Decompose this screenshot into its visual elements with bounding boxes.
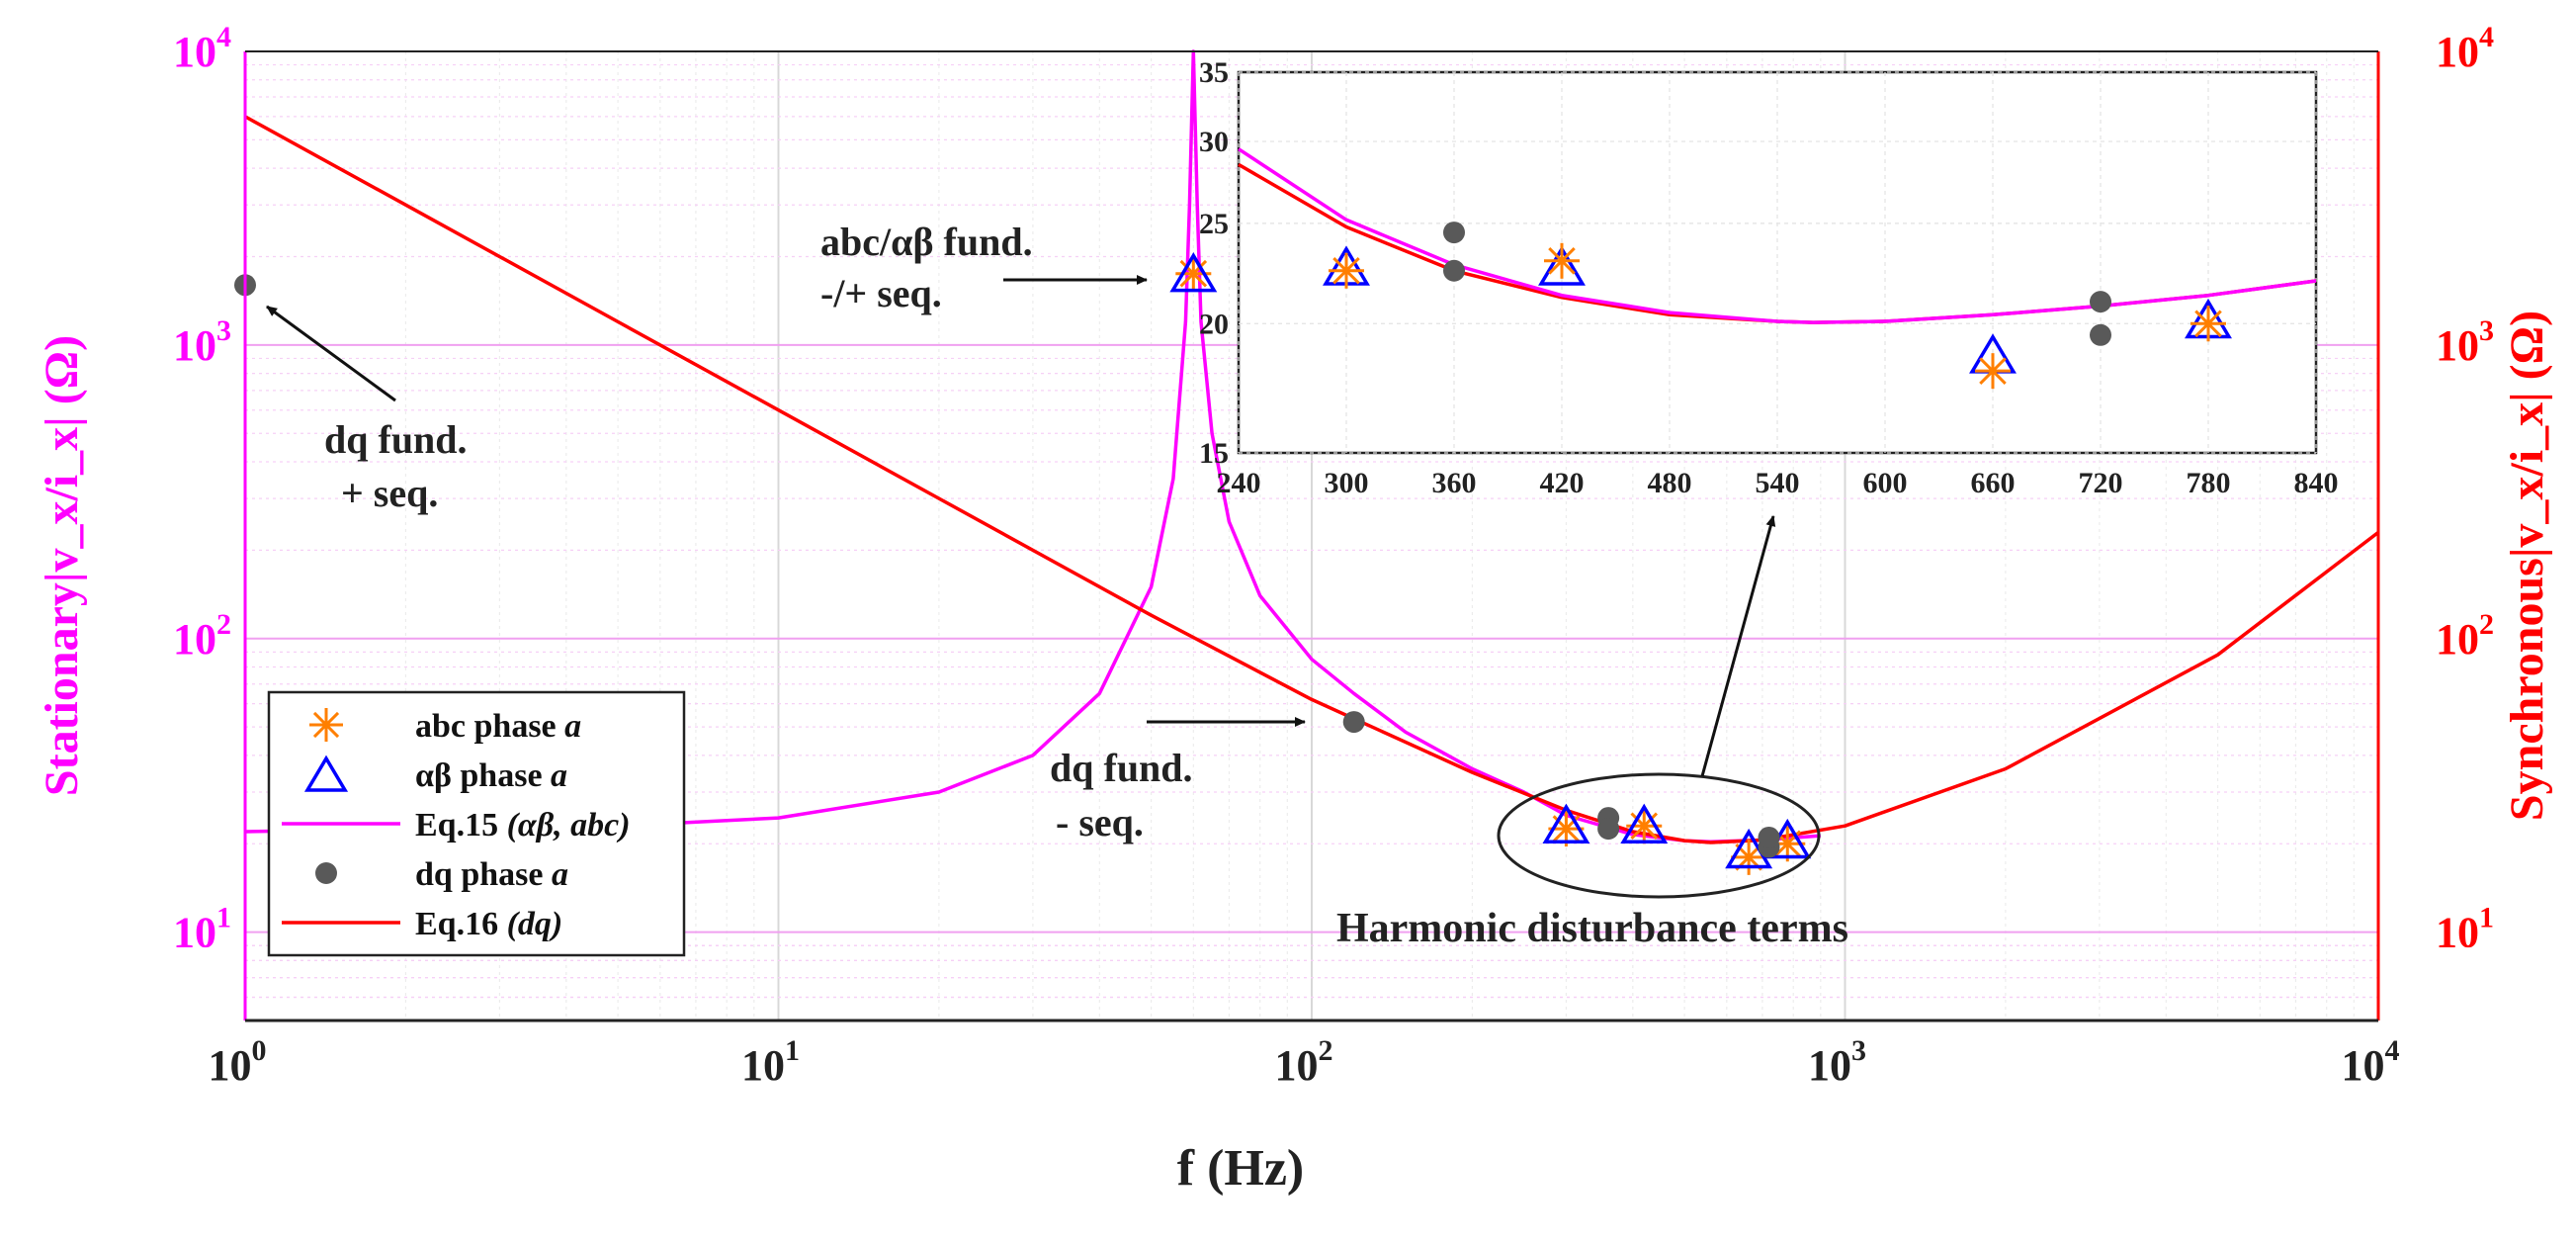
x-tick-label: 104 xyxy=(2342,1034,2400,1090)
legend-swatch-triangle xyxy=(303,755,349,792)
annotation-dq-minus-line1: dq fund. xyxy=(1050,746,1193,790)
inset-marker-dq xyxy=(2090,323,2111,346)
legend-swatch-dot xyxy=(315,862,337,884)
inset-markers xyxy=(1323,222,2232,390)
legend-label: dq phase a xyxy=(415,856,568,893)
y-tick-label-right: 102 xyxy=(2436,608,2494,664)
x-tick-label: 102 xyxy=(1275,1034,1333,1090)
y-tick-label-right: 101 xyxy=(2436,902,2494,957)
annotation-dq-plus-line2: + seq. xyxy=(341,471,438,515)
y-tick-label-right: 103 xyxy=(2436,314,2494,370)
y-tick-label-left: 102 xyxy=(173,608,231,664)
marker-dq xyxy=(1758,826,1780,848)
inset-marker-abc xyxy=(1975,353,2011,390)
inset-x-tick-label: 720 xyxy=(2079,467,2123,499)
inset-x-tick-label: 420 xyxy=(1540,467,1585,499)
inset-marker-dq xyxy=(1443,222,1465,244)
marker-alphabeta xyxy=(1169,252,1218,293)
inset-x-tick-label: 780 xyxy=(2187,467,2231,499)
annotation-harmonic-text: Harmonic disturbance terms xyxy=(1336,906,1848,951)
annotation-dq-minus-line2: - seq. xyxy=(1056,800,1144,844)
inset-plot: 240 300 360 420 480 540 600 660 720 780 840 15 20 25 3… xyxy=(1199,56,2339,499)
inset-x-tick-label: 840 xyxy=(2294,467,2339,499)
marker-alphabeta xyxy=(1542,803,1590,844)
inset-line-eq15 xyxy=(1238,147,2317,324)
marker-alphabeta xyxy=(1620,803,1669,844)
legend-items: abc phase a αβ phase a Eq.15 (αβ, abc) dq p… xyxy=(282,708,631,942)
inset-series xyxy=(1238,147,2317,324)
harmonic-arrow xyxy=(1700,515,1776,777)
inset-marker-abc xyxy=(2190,306,2226,342)
legend-swatch-star xyxy=(309,708,343,742)
legend-label: Eq.16 (dq) xyxy=(415,906,562,942)
inset-marker-dq xyxy=(2090,291,2111,313)
inset-y-tick-label: 15 xyxy=(1199,437,1229,470)
annotation-harmonic: Harmonic disturbance terms xyxy=(1336,515,1848,951)
x-axis-label: f (Hz) xyxy=(1177,1140,1304,1197)
inset-x-tick-label: 240 xyxy=(1217,467,1261,499)
annotation-abc-fund-line2: -/+ seq. xyxy=(820,271,942,315)
x-tick-label: 101 xyxy=(741,1034,800,1090)
legend: abc phase a αβ phase a Eq.15 (αβ, abc) dq p… xyxy=(267,690,686,957)
main-markers xyxy=(234,252,1812,875)
x-tick-label: 103 xyxy=(1808,1034,1866,1090)
y-axis-label-left: Stationary|v_x/i_x| (Ω) xyxy=(36,335,88,796)
legend-label: αβ phase a xyxy=(415,757,567,794)
inset-x-tick-label: 480 xyxy=(1648,467,1692,499)
inset-y-tick-label: 35 xyxy=(1199,56,1229,89)
marker-dq xyxy=(1597,818,1620,841)
inset-marker-alphabeta xyxy=(1538,245,1586,286)
main-tick-labels: 100 101 102 103 104 101 101 102 102 103 103 104 104 xyxy=(173,21,2494,1090)
inset-marker-abc xyxy=(1329,252,1364,289)
y-axis-label-right: Synchronous|v_x/i_x| (Ω) xyxy=(2501,311,2553,821)
inset-tick-labels: 240 300 360 420 480 540 600 660 720 780 840 15 20 25 3… xyxy=(1199,56,2339,499)
inset-x-tick-label: 300 xyxy=(1325,467,1369,499)
y-tick-label-left: 101 xyxy=(173,902,231,957)
inset-marker-dq xyxy=(1443,259,1465,282)
y-tick-label-right: 104 xyxy=(2436,21,2494,76)
inset-y-tick-label: 20 xyxy=(1199,308,1229,340)
annotation-abc-fund-line1: abc/αβ fund. xyxy=(820,220,1033,264)
inset-x-tick-label: 600 xyxy=(1863,467,1908,499)
annotation-dq-minus: dq fund. - seq. xyxy=(1050,717,1306,844)
y-tick-label-left: 104 xyxy=(173,21,231,76)
inset-y-tick-label: 25 xyxy=(1199,208,1229,240)
y-tick-label-left: 103 xyxy=(173,314,231,370)
annotation-dq-plus: dq fund. + seq. xyxy=(266,305,468,515)
inset-x-tick-label: 360 xyxy=(1432,467,1477,499)
legend-label: abc phase a xyxy=(415,708,581,745)
annotation-dq-plus-arrow xyxy=(266,305,396,402)
annotation-dq-plus-line1: dq fund. xyxy=(324,417,468,462)
inset-x-tick-label: 660 xyxy=(1971,467,2016,499)
main-axes xyxy=(243,50,2380,1022)
marker-dq xyxy=(1342,711,1365,734)
x-tick-label: 100 xyxy=(209,1034,267,1090)
inset-x-tick-label: 540 xyxy=(1756,467,1800,499)
annotation-abc-fund: abc/αβ fund. -/+ seq. xyxy=(820,220,1148,315)
inset-marker-abc xyxy=(1544,242,1580,279)
harmonic-ellipse xyxy=(1497,772,1821,899)
legend-label: Eq.15 (αβ, abc) xyxy=(415,807,631,843)
inset-y-tick-label: 30 xyxy=(1199,126,1229,158)
